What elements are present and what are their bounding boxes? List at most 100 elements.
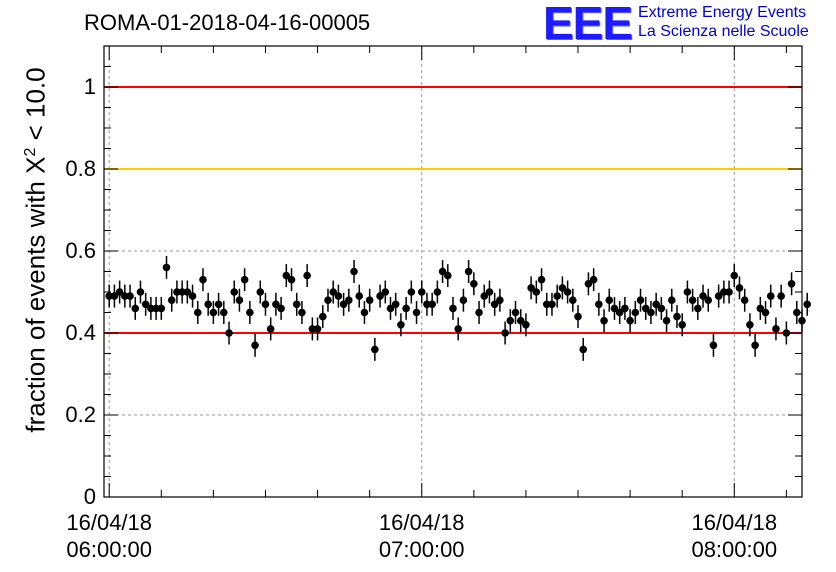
data-point (751, 341, 759, 350)
data-point (553, 292, 561, 300)
y-tick-label: 0.6 (65, 238, 96, 263)
data-point (397, 321, 405, 329)
data-point (490, 300, 499, 309)
data-point (506, 316, 515, 325)
data-point (652, 300, 660, 309)
data-point (433, 288, 442, 296)
data-point (704, 296, 713, 305)
data-point (126, 292, 134, 300)
data-point (287, 275, 296, 284)
data-point (569, 296, 577, 305)
data-point (371, 345, 379, 354)
data-point (386, 304, 395, 313)
data-point (235, 296, 244, 305)
plot-frame (103, 45, 803, 498)
data-point (777, 292, 785, 300)
data-point (272, 300, 280, 309)
data-point (746, 321, 754, 329)
data-point (246, 308, 254, 317)
data-point (532, 288, 541, 296)
data-points (105, 255, 812, 361)
data-point (381, 288, 390, 296)
data-point (803, 300, 812, 309)
data-point (251, 341, 259, 350)
data-point (443, 271, 452, 280)
data-point (240, 275, 249, 284)
data-point (183, 288, 192, 296)
data-point (417, 288, 426, 296)
data-point (673, 312, 681, 321)
data-point (318, 312, 327, 321)
data-point (459, 296, 468, 305)
data-point (376, 292, 384, 300)
data-point (292, 300, 301, 309)
data-point (110, 292, 119, 300)
y-tick-label: 0.2 (65, 402, 96, 427)
data-point (621, 304, 629, 313)
data-point (355, 292, 364, 300)
data-point (225, 329, 233, 337)
data-point (615, 308, 624, 317)
data-point (199, 275, 207, 284)
data-point (782, 329, 791, 337)
data-point (345, 296, 353, 305)
data-point (157, 304, 166, 313)
data-point (282, 271, 291, 280)
logo-text-line2: La Scienza nelle Scuole (638, 23, 809, 40)
data-point (720, 288, 728, 296)
data-point (428, 300, 436, 309)
data-point (683, 288, 692, 296)
data-point (188, 292, 197, 300)
data-point (365, 296, 374, 305)
data-point (626, 316, 634, 325)
data-point (501, 329, 509, 337)
data-point (678, 321, 686, 329)
x-tick-date: 16/04/18 (66, 510, 153, 535)
data-point (595, 300, 603, 309)
data-point (313, 325, 322, 333)
data-point (756, 304, 765, 313)
data-point (574, 312, 582, 321)
data-point (360, 308, 369, 317)
x-tick-time: 06:00:00 (66, 537, 153, 562)
eee-logo-mark: EEE (543, 0, 633, 49)
data-point (204, 300, 212, 309)
data-point (610, 304, 619, 313)
x-tick-date: 16/04/18 (378, 510, 465, 535)
data-point (449, 304, 457, 313)
data-point (152, 304, 160, 313)
data-point (725, 288, 733, 296)
data-point (714, 292, 723, 300)
data-point (105, 292, 114, 300)
data-point (131, 304, 140, 313)
data-point (657, 304, 666, 313)
data-point (662, 316, 671, 325)
data-point (167, 296, 176, 305)
data-point (193, 308, 202, 317)
data-point (303, 271, 311, 280)
data-point (787, 280, 796, 288)
data-point (402, 304, 410, 313)
data-point (527, 284, 535, 292)
data-point (339, 300, 348, 309)
data-point (407, 288, 416, 296)
data-point (350, 267, 358, 276)
data-point (147, 304, 155, 313)
data-point (485, 288, 494, 296)
data-point (730, 271, 739, 280)
data-point (558, 284, 567, 292)
data-point (298, 308, 306, 317)
data-point (220, 308, 228, 317)
data-point (423, 300, 431, 309)
data-point (141, 300, 150, 309)
data-point (584, 280, 593, 288)
data-point (542, 300, 551, 309)
data-point (563, 288, 572, 296)
data-point (735, 284, 744, 292)
data-point (631, 308, 640, 317)
data-point (464, 267, 473, 276)
data-point (688, 296, 697, 305)
data-point (438, 267, 447, 276)
data-point (548, 300, 556, 309)
data-point (178, 288, 186, 296)
